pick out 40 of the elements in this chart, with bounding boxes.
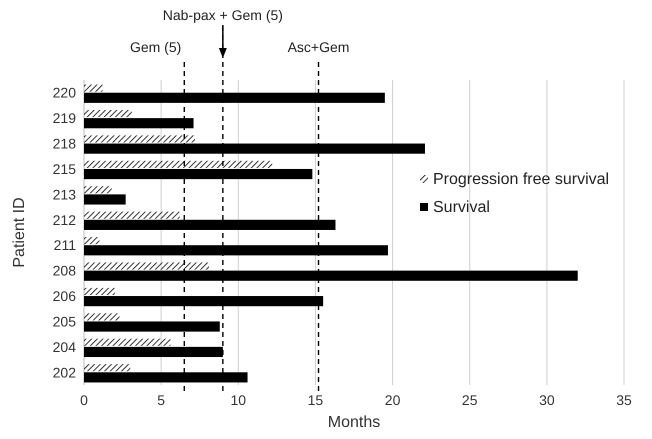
bar: [84, 338, 170, 346]
y-tick-label: 213: [52, 186, 76, 202]
ref-line-label: Gem (5): [130, 39, 182, 55]
bar: [84, 313, 120, 320]
x-tick-label: 20: [384, 392, 401, 408]
y-tick-label: 206: [52, 288, 76, 304]
bar: [84, 212, 180, 219]
bar: [84, 194, 126, 205]
legend-label: Progression free survival: [433, 171, 610, 188]
x-tick-label: 10: [230, 392, 246, 408]
bar: [84, 237, 100, 244]
bar: [84, 84, 103, 92]
legend-label: Survival: [433, 199, 490, 216]
y-axis-title: Patient ID: [11, 197, 28, 268]
y-tick-label: 215: [52, 160, 76, 177]
ref-line-label: Nab-pax + Gem (5): [162, 7, 283, 23]
bar: [84, 288, 115, 296]
x-tick-label: 35: [616, 392, 632, 408]
x-tick-label: 5: [157, 392, 166, 408]
bar: [84, 160, 272, 168]
y-tick-label: 202: [52, 364, 76, 380]
y-tick-label: 212: [52, 212, 76, 228]
y-tick-label: 218: [52, 136, 76, 152]
bar: [84, 186, 112, 194]
y-tick-label: 205: [52, 313, 76, 330]
ref-line-label: Asc+Gem: [288, 39, 350, 55]
x-tick-label: 25: [462, 392, 478, 408]
bar: [84, 262, 209, 270]
bar: [84, 110, 132, 118]
y-tick-label: 211: [54, 237, 76, 254]
x-tick-label: 15: [308, 392, 324, 408]
y-tick-label: 204: [52, 338, 76, 355]
y-tick-label: 220: [52, 84, 76, 101]
y-tick-label: 208: [52, 262, 76, 279]
y-tick-label: 219: [52, 110, 76, 126]
bar: [84, 135, 196, 143]
x-axis-title: Months: [328, 414, 380, 431]
x-tick-label: 30: [539, 392, 555, 408]
bar: [84, 364, 130, 372]
x-tick-label: 0: [80, 392, 88, 408]
